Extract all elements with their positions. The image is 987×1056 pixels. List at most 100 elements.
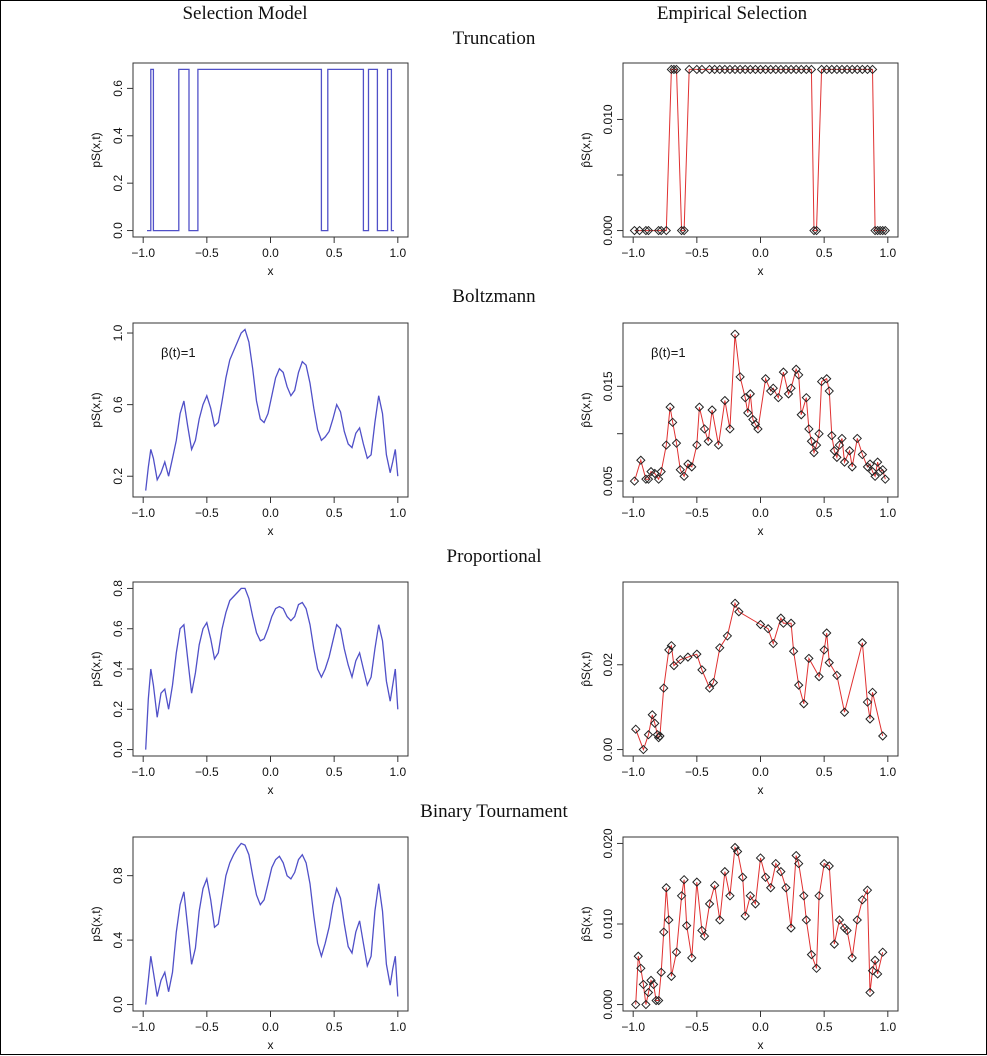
x-axis-label: x — [268, 1038, 274, 1052]
data-point — [687, 953, 697, 963]
data-point — [730, 598, 740, 608]
x-tick-label: 0.5 — [326, 246, 343, 260]
x-tick-label: 1.0 — [879, 506, 896, 520]
data-point — [809, 225, 819, 236]
data-point — [786, 923, 796, 933]
y-tick-label: 0.8 — [111, 867, 125, 884]
data-point — [781, 883, 791, 893]
data-point — [634, 225, 645, 236]
data-point — [765, 386, 776, 396]
data-point — [703, 436, 714, 446]
data-point — [643, 474, 654, 484]
data-point — [652, 730, 663, 740]
data-point — [799, 891, 809, 901]
data-point — [631, 999, 641, 1010]
data-point — [636, 963, 646, 974]
y-tick-label: 0.000 — [601, 215, 615, 245]
plot-frame — [132, 62, 409, 238]
data-point — [867, 966, 878, 976]
data-point — [786, 383, 796, 393]
plot-frame — [132, 836, 409, 1012]
data-point — [653, 474, 664, 484]
data-point — [725, 891, 735, 901]
data-point — [773, 392, 784, 403]
data-point — [875, 466, 885, 477]
plot-frame — [622, 581, 899, 757]
y-tick-label: 0.6 — [111, 80, 125, 97]
x-tick-label: −0.5 — [195, 1020, 219, 1034]
empirical-line — [635, 846, 884, 1005]
data-point — [694, 402, 705, 412]
data-point — [683, 652, 693, 662]
x-tick-label: 0.0 — [752, 1020, 769, 1034]
data-point — [878, 947, 888, 957]
data-point — [814, 428, 824, 439]
y-tick-label: 0.020 — [601, 828, 615, 858]
data-point — [793, 370, 804, 380]
data-point — [839, 707, 850, 717]
data-point — [867, 64, 878, 75]
truncation-model-plot: −1.0 −0.5 0.0 0.5 1.0 0.0 0.2 0.4 0.6 x pS(x,t) — [89, 62, 409, 278]
data-point — [647, 710, 657, 720]
data-point — [681, 920, 692, 931]
row-title-truncation: Truncation — [452, 28, 536, 49]
data-point — [646, 975, 656, 986]
truncation-empirical-plot: −1.0 −0.5 0.0 0.5 1.0 0.000 0.010 x p̂S(x,t) — [579, 62, 899, 278]
x-tick-label: 0.0 — [752, 765, 769, 779]
x-tick-label: −0.5 — [195, 246, 219, 260]
data-point — [722, 631, 733, 641]
data-point — [852, 433, 862, 444]
data-point — [857, 638, 868, 648]
data-point — [821, 374, 832, 384]
y-axis-label: p̂S(x,t) — [579, 651, 593, 686]
data-point — [732, 846, 743, 857]
data-point — [679, 471, 689, 482]
data-point — [821, 628, 832, 638]
y-tick-label: 0.2 — [111, 701, 125, 718]
data-point — [793, 680, 804, 690]
row-title-proportional: Proportional — [446, 546, 542, 567]
data-point — [734, 607, 744, 617]
data-point — [709, 880, 720, 891]
data-point — [811, 963, 822, 974]
data-point — [796, 410, 806, 420]
data-point — [862, 462, 873, 472]
y-tick-label: 0.0 — [111, 222, 125, 239]
empirical-line — [634, 68, 886, 232]
y-tick-label: 0.2 — [111, 468, 125, 485]
x-tick-label: −1.0 — [621, 765, 645, 779]
x-tick-label: −0.5 — [195, 765, 219, 779]
data-point — [725, 424, 735, 434]
data-point — [852, 915, 862, 925]
data-point — [865, 714, 875, 724]
data-point — [799, 699, 809, 709]
y-tick-label: 0.005 — [601, 466, 615, 496]
y-tick-label: 0.000 — [601, 989, 615, 1019]
data-point — [735, 372, 745, 382]
x-axis-label: x — [758, 1038, 764, 1052]
data-point — [707, 405, 717, 415]
data-point — [679, 225, 689, 236]
data-point — [671, 438, 682, 448]
data-point — [661, 440, 671, 450]
x-tick-label: 0.5 — [816, 506, 833, 520]
data-point — [832, 452, 842, 463]
data-point — [641, 474, 651, 484]
data-point — [704, 899, 715, 909]
data-point — [676, 891, 687, 901]
y-axis-label: p̂S(x,t) — [579, 906, 593, 941]
data-point — [857, 895, 868, 905]
data-point — [641, 225, 651, 236]
data-point — [801, 392, 812, 403]
data-point — [804, 424, 814, 434]
data-point — [878, 731, 888, 741]
data-point — [844, 446, 855, 456]
row-title-binary-tournament: Binary Tournament — [420, 801, 568, 822]
x-tick-label: 1.0 — [879, 1020, 896, 1034]
x-tick-label: 0.0 — [262, 506, 279, 520]
data-point — [768, 383, 778, 393]
data-point — [715, 915, 725, 925]
data-point — [661, 225, 671, 236]
y-axis-label: p̂S(x,t) — [579, 392, 593, 427]
data-point — [697, 64, 707, 75]
